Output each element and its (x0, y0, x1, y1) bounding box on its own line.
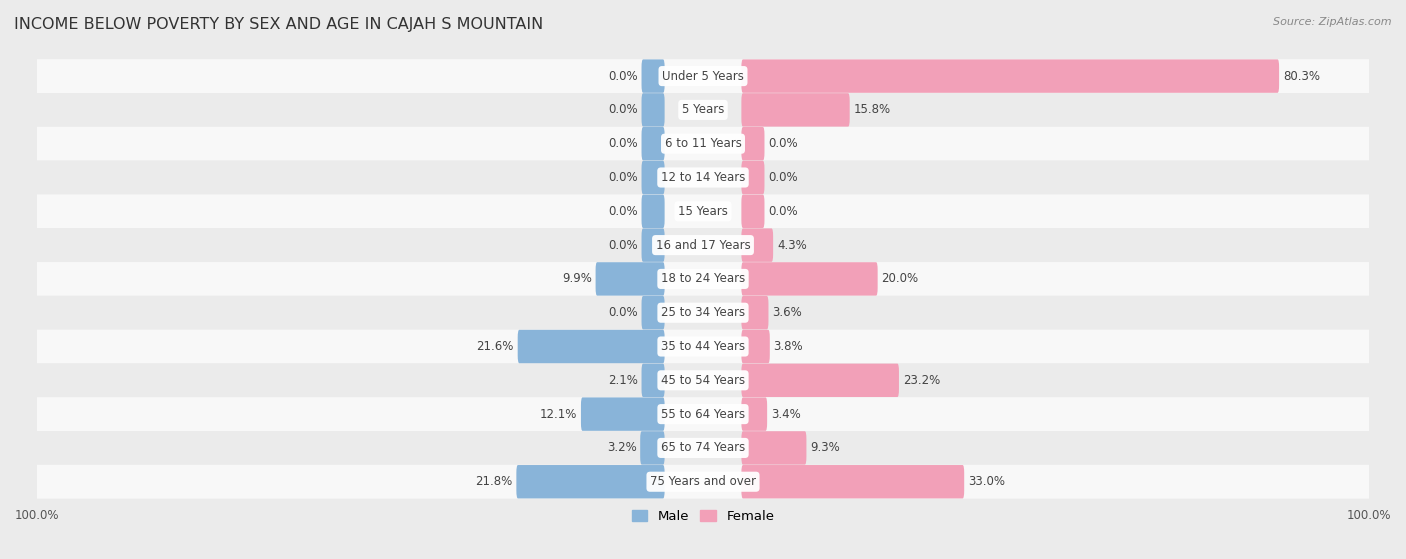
Text: 75 Years and over: 75 Years and over (650, 475, 756, 488)
FancyBboxPatch shape (741, 127, 765, 160)
Text: 55 to 64 Years: 55 to 64 Years (661, 408, 745, 420)
Text: 3.2%: 3.2% (606, 442, 637, 454)
FancyBboxPatch shape (741, 431, 807, 465)
FancyBboxPatch shape (24, 59, 1382, 93)
Text: 35 to 44 Years: 35 to 44 Years (661, 340, 745, 353)
Text: 33.0%: 33.0% (967, 475, 1005, 488)
FancyBboxPatch shape (596, 262, 665, 296)
FancyBboxPatch shape (24, 262, 1382, 296)
Text: 6 to 11 Years: 6 to 11 Years (665, 137, 741, 150)
Text: 0.0%: 0.0% (768, 137, 797, 150)
Text: 9.9%: 9.9% (562, 272, 592, 286)
FancyBboxPatch shape (581, 397, 665, 431)
Text: 9.3%: 9.3% (810, 442, 839, 454)
Text: 0.0%: 0.0% (609, 239, 638, 252)
FancyBboxPatch shape (741, 229, 773, 262)
Text: 21.6%: 21.6% (477, 340, 515, 353)
FancyBboxPatch shape (24, 330, 1382, 363)
FancyBboxPatch shape (741, 59, 1279, 93)
Text: 0.0%: 0.0% (609, 70, 638, 83)
FancyBboxPatch shape (516, 465, 665, 499)
Text: 0.0%: 0.0% (609, 306, 638, 319)
FancyBboxPatch shape (741, 195, 765, 228)
Text: Under 5 Years: Under 5 Years (662, 70, 744, 83)
Text: 25 to 34 Years: 25 to 34 Years (661, 306, 745, 319)
FancyBboxPatch shape (24, 195, 1382, 228)
FancyBboxPatch shape (741, 161, 765, 194)
FancyBboxPatch shape (641, 229, 665, 262)
Text: 3.8%: 3.8% (773, 340, 803, 353)
Text: 65 to 74 Years: 65 to 74 Years (661, 442, 745, 454)
Text: 0.0%: 0.0% (609, 205, 638, 218)
FancyBboxPatch shape (641, 93, 665, 126)
FancyBboxPatch shape (24, 93, 1382, 127)
Text: 2.1%: 2.1% (607, 374, 638, 387)
Text: 0.0%: 0.0% (609, 137, 638, 150)
Text: 12 to 14 Years: 12 to 14 Years (661, 171, 745, 184)
Text: 0.0%: 0.0% (768, 171, 797, 184)
FancyBboxPatch shape (24, 127, 1382, 160)
FancyBboxPatch shape (24, 296, 1382, 330)
Text: Source: ZipAtlas.com: Source: ZipAtlas.com (1274, 17, 1392, 27)
Text: 12.1%: 12.1% (540, 408, 578, 420)
FancyBboxPatch shape (641, 195, 665, 228)
FancyBboxPatch shape (741, 296, 769, 329)
FancyBboxPatch shape (24, 363, 1382, 397)
Text: 5 Years: 5 Years (682, 103, 724, 116)
Text: 0.0%: 0.0% (768, 205, 797, 218)
Text: 16 and 17 Years: 16 and 17 Years (655, 239, 751, 252)
Text: 3.4%: 3.4% (770, 408, 800, 420)
FancyBboxPatch shape (517, 330, 665, 363)
FancyBboxPatch shape (641, 363, 665, 397)
FancyBboxPatch shape (741, 330, 770, 363)
Text: 15.8%: 15.8% (853, 103, 890, 116)
FancyBboxPatch shape (741, 465, 965, 499)
FancyBboxPatch shape (741, 397, 768, 431)
FancyBboxPatch shape (741, 363, 898, 397)
Text: 45 to 54 Years: 45 to 54 Years (661, 374, 745, 387)
FancyBboxPatch shape (24, 397, 1382, 431)
FancyBboxPatch shape (640, 431, 665, 465)
Text: 0.0%: 0.0% (609, 171, 638, 184)
FancyBboxPatch shape (24, 465, 1382, 499)
Text: 15 Years: 15 Years (678, 205, 728, 218)
Text: 3.6%: 3.6% (772, 306, 801, 319)
Text: 20.0%: 20.0% (882, 272, 918, 286)
FancyBboxPatch shape (741, 262, 877, 296)
Text: 23.2%: 23.2% (903, 374, 941, 387)
Text: 18 to 24 Years: 18 to 24 Years (661, 272, 745, 286)
FancyBboxPatch shape (24, 431, 1382, 465)
Text: 4.3%: 4.3% (778, 239, 807, 252)
FancyBboxPatch shape (24, 160, 1382, 195)
FancyBboxPatch shape (641, 161, 665, 194)
Text: 21.8%: 21.8% (475, 475, 513, 488)
FancyBboxPatch shape (641, 59, 665, 93)
Text: 0.0%: 0.0% (609, 103, 638, 116)
FancyBboxPatch shape (641, 127, 665, 160)
FancyBboxPatch shape (741, 93, 849, 126)
Legend: Male, Female: Male, Female (626, 505, 780, 529)
Text: INCOME BELOW POVERTY BY SEX AND AGE IN CAJAH S MOUNTAIN: INCOME BELOW POVERTY BY SEX AND AGE IN C… (14, 17, 543, 32)
FancyBboxPatch shape (641, 296, 665, 329)
Text: 80.3%: 80.3% (1282, 70, 1320, 83)
FancyBboxPatch shape (24, 228, 1382, 262)
